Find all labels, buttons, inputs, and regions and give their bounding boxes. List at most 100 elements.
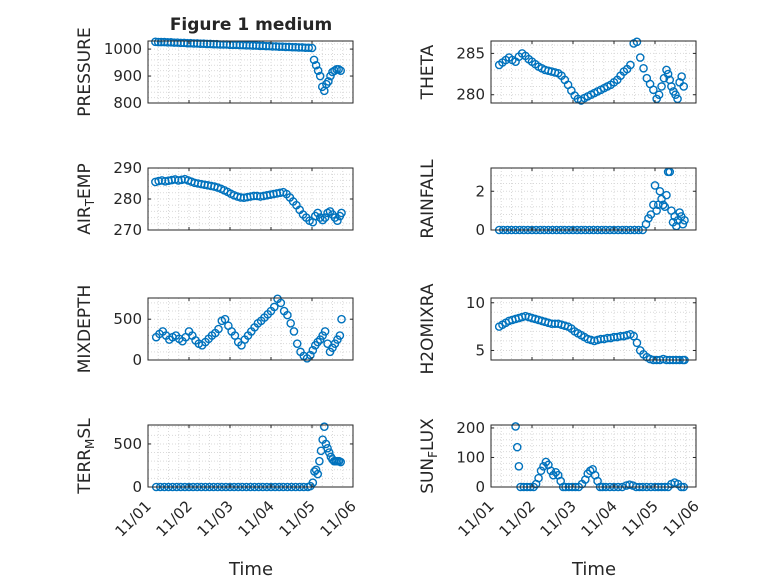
subplot-h2omixra: 5 10 H2OMIXRA	[418, 283, 697, 375]
data-point	[311, 60, 321, 70]
data-point	[654, 90, 664, 100]
y-tick-label: 800	[113, 94, 142, 112]
axes-box	[490, 297, 697, 361]
series-markers	[151, 37, 346, 96]
y-tick-label: 200	[456, 419, 485, 437]
y-tick-label: 500	[113, 310, 142, 328]
axes-box	[490, 167, 697, 231]
data-point	[324, 77, 333, 86]
subplot-theta: 280 285 THETA	[418, 37, 697, 105]
y-tick-label: 2	[475, 182, 485, 200]
y-axis-label-part: MIXDEPTH	[75, 285, 95, 374]
data-point	[214, 324, 223, 334]
data-point	[330, 66, 339, 75]
data-point	[649, 85, 658, 95]
data-point	[334, 65, 343, 74]
data-point	[151, 37, 160, 47]
data-point	[673, 94, 682, 104]
data-point	[220, 314, 230, 324]
y-tick-label: 500	[113, 435, 142, 453]
data-point	[658, 200, 668, 210]
data-point	[311, 465, 321, 475]
data-point	[626, 60, 635, 70]
axes-box	[147, 424, 354, 488]
data-point	[657, 82, 666, 91]
y-axis-label-part: THETA	[418, 44, 438, 100]
y-axis-label-part: SUN	[418, 458, 438, 494]
data-point	[639, 63, 648, 73]
y-axis-label-part: PRESSURE	[75, 27, 95, 116]
data-point	[324, 448, 334, 457]
data-point	[655, 186, 665, 196]
grid	[148, 425, 353, 487]
data-point	[269, 302, 279, 312]
axes-box	[490, 40, 697, 104]
grid	[148, 41, 353, 103]
axes-box	[147, 297, 354, 361]
data-point	[679, 82, 689, 91]
data-point	[337, 314, 346, 324]
data-point	[546, 466, 556, 476]
data-point	[313, 337, 323, 347]
data-point	[680, 216, 689, 225]
data-point	[336, 457, 346, 467]
data-point	[652, 206, 661, 215]
data-point	[663, 69, 673, 79]
data-point	[313, 66, 323, 75]
data-point	[667, 82, 676, 91]
figure-title: Figure 1 medium	[170, 15, 332, 35]
y-axis-label: MIXDEPTH	[75, 285, 95, 374]
series-markers	[494, 37, 689, 105]
data-point	[335, 331, 345, 340]
data-point	[286, 318, 295, 328]
axes-box	[147, 40, 354, 104]
axes-box	[490, 424, 697, 488]
y-axis-label: H2OMIXRA	[418, 283, 438, 374]
x-axis-label-right: Time	[571, 559, 616, 580]
data-point	[321, 439, 331, 449]
y-tick-label: 10	[466, 294, 485, 312]
y-axis-label: TERRMSL	[75, 418, 97, 495]
y-tick-label: 280	[113, 190, 142, 208]
data-point	[632, 37, 642, 47]
y-axis-label: THETA	[418, 44, 438, 100]
subplot-pressure: 800 900 1000 PRESSURE	[75, 27, 354, 117]
data-point	[646, 210, 656, 219]
data-point	[308, 478, 318, 487]
y-tick-label: 270	[113, 221, 142, 239]
data-point	[276, 298, 286, 308]
data-point	[307, 43, 317, 53]
y-tick-label: 0	[475, 478, 485, 496]
data-point	[308, 345, 318, 355]
data-point	[632, 338, 642, 348]
series-markers	[151, 294, 346, 363]
data-point	[629, 331, 638, 341]
y-axis-label-part: AIR	[75, 206, 95, 235]
data-point	[511, 422, 520, 431]
data-point	[534, 473, 543, 483]
data-point	[635, 53, 645, 62]
y-axis-label-part: H2OMIXRA	[418, 283, 438, 374]
data-point	[333, 216, 342, 225]
y-tick-label: 0	[475, 221, 485, 239]
y-axis-label: SUNFLUX	[418, 418, 440, 494]
data-point	[678, 219, 688, 229]
data-point	[512, 442, 522, 452]
y-tick-label: 285	[456, 44, 485, 62]
data-point	[289, 327, 299, 336]
y-tick-label: 280	[456, 86, 485, 104]
series-markers	[494, 311, 689, 365]
data-point	[671, 90, 680, 100]
data-point	[323, 443, 332, 453]
y-axis-label-part: T	[83, 198, 97, 207]
grid	[491, 298, 696, 360]
x-axis-label-left: Time	[228, 559, 273, 580]
data-point	[153, 37, 163, 47]
series-markers	[151, 174, 346, 227]
data-point	[304, 43, 314, 53]
data-point	[292, 339, 302, 348]
data-point	[660, 202, 670, 212]
data-point	[320, 327, 330, 336]
y-tick-label: 290	[113, 159, 142, 177]
